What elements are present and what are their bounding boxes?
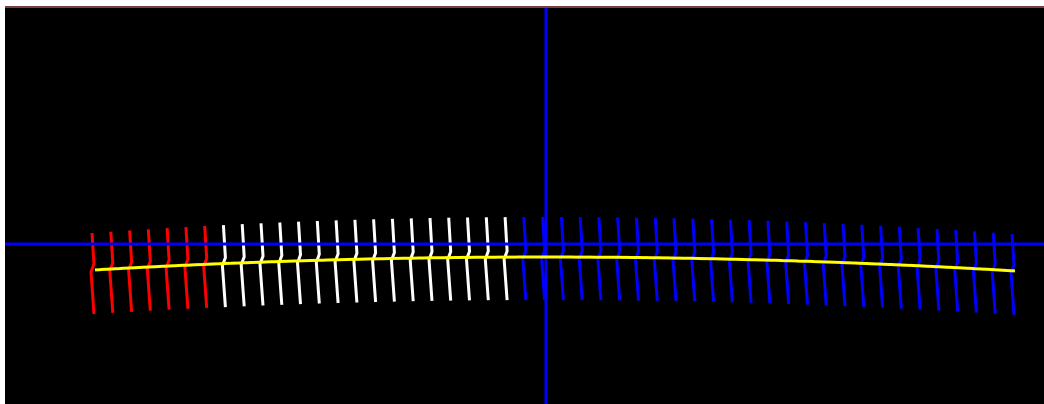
marker-tick [953,230,960,312]
marker-tick [746,220,753,303]
marker-tick [314,220,321,304]
marker-tick [652,217,659,301]
marker-tick [709,219,716,303]
marker-tick [220,225,227,308]
marker-tick [540,216,547,301]
marker-tick [295,221,303,305]
marker-tick [483,217,490,301]
marker-tick [202,225,209,309]
marker-layer [89,216,1016,316]
marker-tick [990,232,997,314]
marker-tick [615,217,622,301]
marker-tick [258,223,265,306]
marker-tick [446,217,453,301]
marker-tick [878,225,885,308]
marker-tick [502,217,509,301]
marker-tick [389,218,396,302]
plot-background [5,8,1044,404]
marker-tick [784,221,791,305]
marker-tick [371,219,378,303]
marker-tick [821,223,828,306]
marker-tick [521,216,528,301]
marker-tick [971,231,978,313]
marker-tick [1009,233,1016,316]
marker-tick [596,217,603,301]
marker-tick [558,216,565,301]
marker-tick [633,217,641,301]
plot-canvas [5,8,1044,404]
marker-tick [352,219,359,303]
marker-tick [89,232,96,315]
marker-tick [690,218,697,302]
yellow-profile-curve [94,255,1016,273]
marker-tick [802,222,810,305]
marker-tick [840,223,847,307]
marker-tick [671,218,678,302]
marker-tick [108,231,115,314]
marker-tick [859,224,866,307]
marker-tick [333,220,340,304]
marker-tick [577,217,584,301]
marker-tick [127,230,134,312]
top-border-line [5,6,1044,8]
marker-tick [277,222,284,305]
marker-tick [727,219,734,303]
marker-tick [464,217,472,301]
marker-tick [765,220,772,304]
marker-tick [427,217,434,302]
marker-tick [239,224,246,307]
marker-tick [408,218,415,302]
